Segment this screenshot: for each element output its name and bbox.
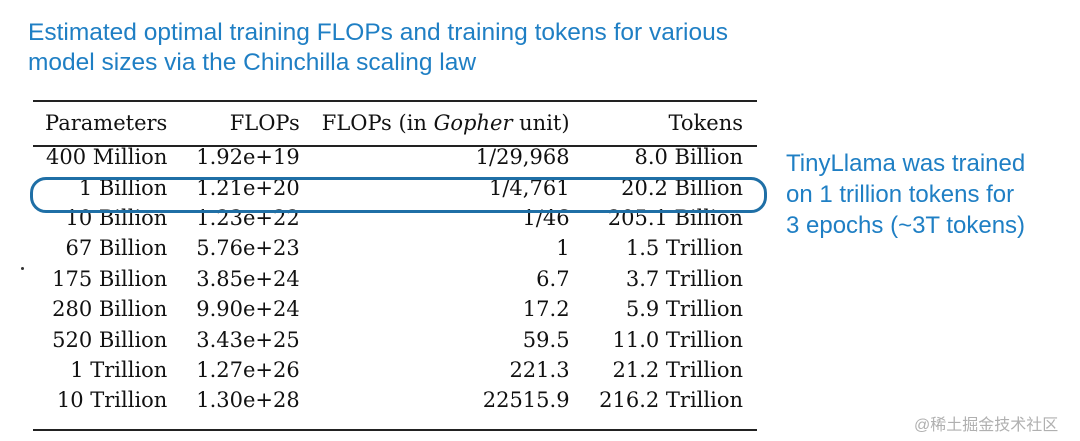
tinyllama-note: TinyLlama was trained on 1 trillion toke… [786, 150, 1026, 239]
cell-flops: 1.27e+26 [196, 357, 300, 382]
table-row: 67 Billion 5.76e+23 1 1.5 Trillion [33, 233, 757, 263]
table-row: 280 Billion 9.90e+24 17.2 5.9 Trillion [33, 294, 757, 324]
cell-tokens: 5.9 Trillion [625, 297, 743, 322]
cell-parameters: 1 Trillion [70, 357, 168, 382]
table-row: 175 Billion 3.85e+24 6.7 3.7 Trillion [33, 264, 757, 294]
chinchilla-table: Parameters FLOPs FLOPs (in Gopher unit) … [33, 104, 757, 416]
header-gopher-flops: FLOPs (in Gopher unit) [321, 111, 570, 135]
slide-title: Estimated optimal training FLOPs and tra… [28, 19, 728, 76]
cell-parameters: 175 Billion [52, 266, 168, 291]
cell-tokens: 21.2 Trillion [612, 357, 743, 382]
table-row: 400 Million 1.92e+19 1/29,968 8.0 Billion [33, 142, 757, 172]
cell-gopher-units: 17.2 [522, 297, 570, 322]
stray-dot [21, 267, 24, 270]
cell-parameters: 10 Billion [65, 205, 168, 230]
cell-tokens: 1.5 Trillion [625, 236, 743, 261]
table-row: 520 Billion 3.43e+25 59.5 11.0 Trillion [33, 324, 757, 354]
cell-gopher-units: 1/29,968 [475, 145, 570, 170]
cell-parameters: 10 Trillion [56, 388, 168, 413]
table-row: 10 Billion 1.23e+22 1/46 205.1 Billion [33, 203, 757, 233]
cell-flops: 3.43e+25 [196, 327, 300, 352]
cell-tokens: 3.7 Trillion [625, 266, 743, 291]
header-tokens: Tokens [668, 111, 743, 135]
cell-gopher-units: 22515.9 [482, 388, 570, 413]
cell-gopher-units: 221.3 [509, 357, 570, 382]
header-parameters: Parameters [45, 111, 168, 135]
header-rule [33, 145, 757, 147]
cell-flops: 5.76e+23 [196, 236, 300, 261]
header-flops: FLOPs [229, 111, 300, 135]
cell-tokens: 205.1 Billion [607, 205, 743, 230]
cell-gopher-units: 6.7 [536, 266, 570, 291]
table-row: 1 Trillion 1.27e+26 221.3 21.2 Trillion [33, 355, 757, 385]
cell-flops: 1.30e+28 [196, 388, 300, 413]
cell-flops: 1.23e+22 [196, 205, 300, 230]
watermark: @稀土掘金技术社区 [914, 417, 1059, 434]
cell-tokens: 216.2 Trillion [599, 388, 743, 413]
cell-parameters: 520 Billion [52, 327, 168, 352]
table-row: 10 Trillion 1.30e+28 22515.9 216.2 Trillion [33, 385, 757, 415]
cell-parameters: 67 Billion [65, 236, 168, 261]
cell-tokens: 8.0 Billion [634, 145, 743, 170]
table-header: Parameters FLOPs FLOPs (in Gopher unit) … [33, 104, 757, 142]
cell-flops: 3.85e+24 [196, 266, 300, 291]
cell-parameters: 400 Million [46, 145, 168, 170]
top-rule [33, 100, 757, 102]
cell-gopher-units: 59.5 [522, 327, 570, 352]
cell-tokens: 11.0 Trillion [612, 327, 743, 352]
highlight-box [30, 177, 767, 213]
cell-gopher-units: 1/46 [522, 205, 570, 230]
cell-gopher-units: 1 [556, 236, 570, 261]
cell-flops: 9.90e+24 [196, 297, 300, 322]
cell-flops: 1.92e+19 [196, 145, 300, 170]
cell-parameters: 280 Billion [52, 297, 168, 322]
bottom-rule [33, 429, 757, 431]
